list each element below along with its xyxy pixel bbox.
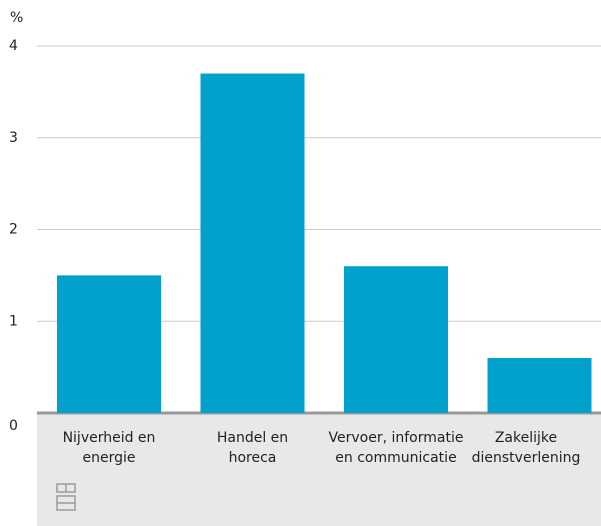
y-tick-label: 0 [9, 418, 18, 434]
x-tick-label: Nijverheid en energie [62, 430, 156, 466]
y-unit: % [10, 10, 23, 26]
bar [487, 357, 592, 413]
x-tick-label: Vervoer, informatie en communicatie [328, 430, 464, 466]
x-tick-label: Handel en horeca [216, 430, 289, 466]
y-tick-label: 2 [9, 222, 18, 238]
y-tick-label: 3 [9, 130, 18, 146]
logo [56, 483, 76, 511]
x-tick-label: Zakelijke dienstverlening [471, 430, 581, 466]
y-tick-label: 1 [9, 313, 18, 329]
bar [200, 73, 305, 414]
footer-band [37, 413, 601, 526]
y-tick-label: 4 [9, 38, 18, 54]
bar [57, 275, 161, 413]
bar [344, 266, 448, 413]
